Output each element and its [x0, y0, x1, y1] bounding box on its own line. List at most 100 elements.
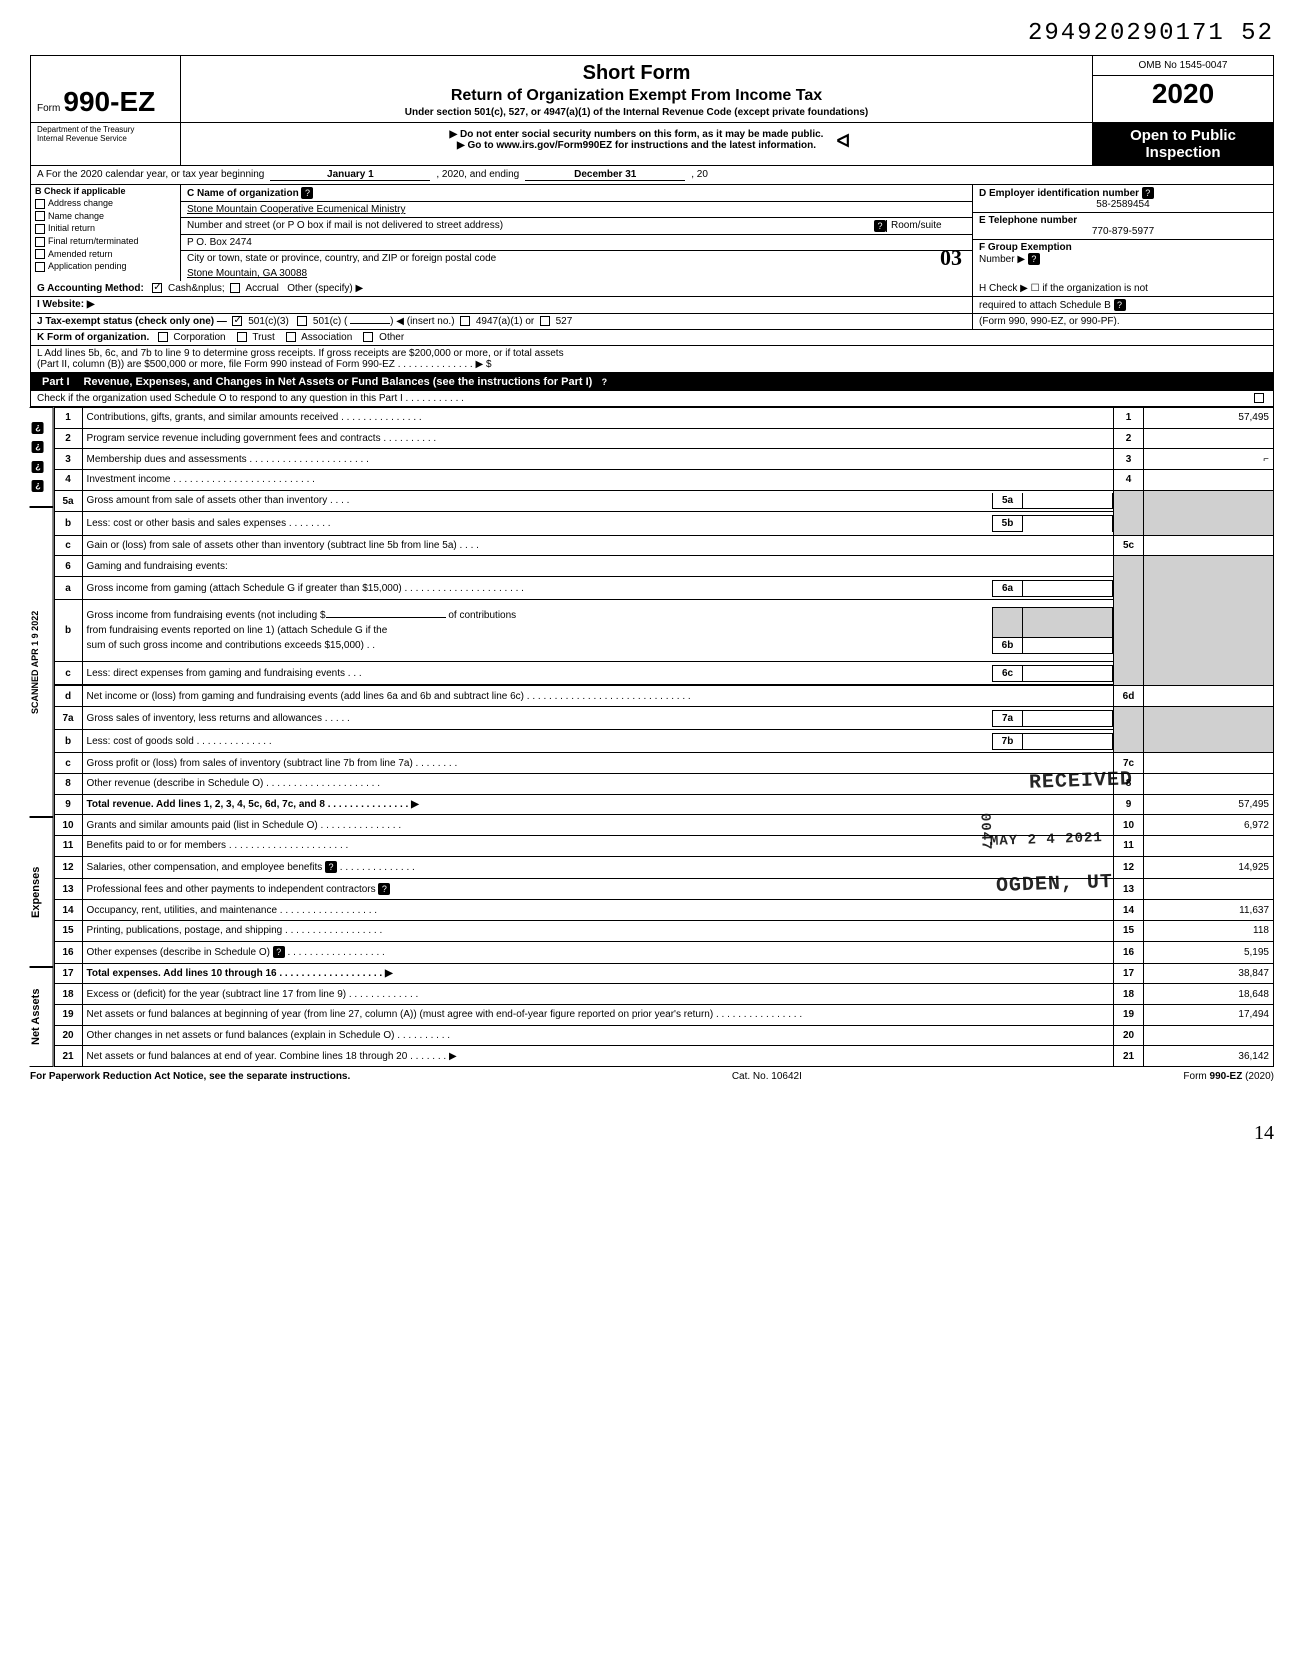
main-body: ? ? ? ? SCANNED APR 1 9 2022 Expenses Ne… — [30, 407, 1274, 1067]
chk-final-return[interactable]: Final return/terminated — [31, 235, 180, 248]
chk-501c3[interactable] — [232, 316, 242, 326]
open-to-public-1: Open to Public — [1097, 127, 1269, 144]
ogden-stamp: OGDEN, UT — [996, 871, 1114, 898]
chk-initial-return[interactable]: Initial return — [31, 222, 180, 235]
help-icon[interactable]: ? — [1114, 299, 1126, 311]
h-cell-2: required to attach Schedule B ? — [973, 297, 1273, 313]
chk-4947[interactable] — [460, 316, 470, 326]
line-20: 20Other changes in net assets or fund ba… — [54, 1025, 1273, 1046]
footer-right: Form 990-EZ (2020) — [1183, 1071, 1274, 1082]
line-6b: b Gross income from fundraising events (… — [54, 600, 1273, 662]
form-number-cell: Form 990-EZ — [31, 56, 181, 122]
line-21: 21Net assets or fund balances at end of … — [54, 1046, 1273, 1067]
expenses-label: Expenses — [30, 817, 54, 967]
tax-year-end: December 31 — [525, 169, 685, 181]
form-label: Form — [37, 103, 60, 114]
part-title: Revenue, Expenses, and Changes in Net As… — [84, 376, 593, 388]
addr-label-row: Number and street (or P O box if mail is… — [181, 218, 972, 235]
help-icon[interactable]: ? — [325, 861, 337, 873]
ssn-warning: ▶ Do not enter social security numbers o… — [187, 129, 1086, 140]
line-2: 2Program service revenue including gover… — [54, 428, 1273, 449]
row-i: I Website: ▶ required to attach Schedule… — [30, 297, 1274, 314]
line-6c: c Less: direct expenses from gaming and … — [54, 662, 1273, 685]
chk-address-change[interactable]: Address change — [31, 197, 180, 210]
help-icon[interactable]: ? — [598, 376, 610, 388]
line-5b: b Less: cost or other basis and sales ex… — [54, 512, 1273, 535]
d-row: D Employer identification number ? 58-25… — [973, 185, 1273, 213]
open-to-public-cell: Open to Public Inspection — [1093, 123, 1273, 165]
help-icon[interactable]: ? — [273, 946, 285, 958]
line-7a: 7a Gross sales of inventory, less return… — [54, 706, 1273, 729]
h-cell: H Check ▶ ☐ if the organization is not — [973, 281, 1273, 296]
chk-association[interactable] — [286, 332, 296, 342]
line-6a: a Gross income from gaming (attach Sched… — [54, 576, 1273, 599]
form-header: Form 990-EZ Short Form Return of Organiz… — [30, 55, 1274, 123]
form-title-cell: Short Form Return of Organization Exempt… — [181, 56, 1093, 122]
row-k: K Form of organization. Corporation Trus… — [30, 330, 1274, 346]
scanned-stamp: SCANNED APR 1 9 2022 — [30, 507, 54, 817]
chk-trust[interactable] — [237, 332, 247, 342]
chk-527[interactable] — [540, 316, 550, 326]
help-icon[interactable]: ? — [378, 883, 390, 895]
handwritten-03: 03 — [940, 245, 962, 271]
line-14: 14Occupancy, rent, utilities, and mainte… — [54, 900, 1273, 921]
footer-mid: Cat. No. 10642I — [732, 1071, 802, 1082]
line-18: 18Excess or (deficit) for the year (subt… — [54, 984, 1273, 1005]
chk-corporation[interactable] — [158, 332, 168, 342]
ein-value: 58-2589454 — [979, 199, 1267, 210]
form-table: 1Contributions, gifts, grants, and simil… — [54, 407, 1274, 1067]
part1-check-row: Check if the organization used Schedule … — [30, 391, 1274, 407]
document-id-number: 294920290171 52 — [30, 20, 1274, 47]
form-under-text: Under section 501(c), 527, or 4947(a)(1)… — [189, 107, 1084, 118]
chk-501c[interactable] — [297, 316, 307, 326]
j-cell: J Tax-exempt status (check only one) — 5… — [31, 314, 973, 329]
column-b: B Check if applicable Address change Nam… — [31, 185, 181, 281]
line-6: 6Gaming and fundraising events: — [54, 556, 1273, 577]
side-labels-col: ? ? ? ? SCANNED APR 1 9 2022 Expenses Ne… — [30, 407, 54, 1067]
chk-cash[interactable] — [152, 283, 162, 293]
line-13: 13 Professional fees and other payments … — [54, 878, 1273, 900]
omb-number: OMB No 1545-0047 — [1093, 56, 1273, 76]
line-11: 11 Benefits paid to or for members . . .… — [54, 835, 1273, 856]
line-7b: b Less: cost of goods sold . . . . . . .… — [54, 730, 1273, 753]
line-19: 19Net assets or fund balances at beginni… — [54, 1004, 1273, 1025]
form-number: 990-EZ — [63, 86, 155, 117]
help-icon[interactable]: ? — [874, 220, 886, 232]
help-icon[interactable]: ? — [1142, 187, 1154, 199]
instructions-cell: ▶ Do not enter social security numbers o… — [181, 123, 1093, 165]
chk-application-pending[interactable]: Application pending — [31, 260, 180, 273]
g-cell: G Accounting Method: Cash&nplus; Accrual… — [31, 281, 973, 296]
i-cell: I Website: ▶ — [31, 297, 973, 313]
chk-schedule-o[interactable] — [1254, 393, 1264, 403]
tax-year-begin: January 1 — [270, 169, 430, 181]
phone-value: 770-879-5977 — [979, 226, 1267, 237]
netassets-label: Net Assets — [30, 967, 54, 1067]
help-icon[interactable]: ? — [301, 187, 313, 199]
chk-accrual[interactable] — [230, 283, 240, 293]
chk-amended-return[interactable]: Amended return — [31, 248, 180, 261]
line-15: 15Printing, publications, postage, and s… — [54, 921, 1273, 942]
footer-left: For Paperwork Reduction Act Notice, see … — [30, 1071, 350, 1082]
f-row: F Group Exemption Number ▶ ? — [973, 240, 1273, 267]
b-heading: B Check if applicable — [31, 185, 180, 197]
help-icon[interactable]: ? — [1028, 253, 1040, 265]
chk-name-change[interactable]: Name change — [31, 210, 180, 223]
chk-other-org[interactable] — [363, 332, 373, 342]
signature-initial: ᐊ — [837, 131, 851, 152]
dept-cell: Department of the Treasury Internal Reve… — [31, 123, 181, 165]
line-5a: 5a Gross amount from sale of assets othe… — [54, 490, 1273, 512]
goto-url: ▶ Go to www.irs.gov/Form990EZ for instru… — [187, 140, 1086, 151]
omb-year-cell: OMB No 1545-0047 20202020 — [1093, 56, 1273, 122]
column-def: D Employer identification number ? 58-25… — [973, 185, 1273, 281]
column-c: C Name of organization ? Stone Mountain … — [181, 185, 973, 281]
form-title: Short Form — [189, 62, 1084, 85]
row-gh: G Accounting Method: Cash&nplus; Accrual… — [30, 281, 1274, 297]
page-footer: For Paperwork Reduction Act Notice, see … — [30, 1067, 1274, 1082]
tax-year: 20202020 — [1093, 76, 1273, 112]
city-label-row: City or town, state or province, country… — [181, 251, 972, 266]
line-3: 3Membership dues and assessments . . . .… — [54, 449, 1273, 470]
line-17: 17Total expenses. Add lines 10 through 1… — [54, 963, 1273, 984]
line-a-prefix: A For the 2020 calendar year, or tax yea… — [37, 169, 264, 181]
line-16: 16Other expenses (describe in Schedule O… — [54, 941, 1273, 963]
header-row-2: Department of the Treasury Internal Reve… — [30, 123, 1274, 166]
